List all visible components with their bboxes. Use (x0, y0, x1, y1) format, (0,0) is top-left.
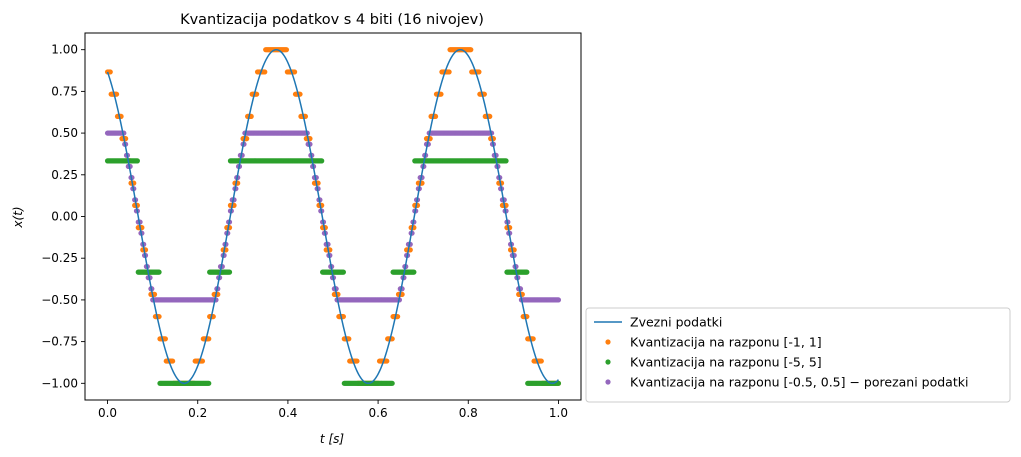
data-point (446, 69, 452, 75)
data-point (524, 269, 530, 275)
data-point (538, 358, 544, 364)
x-tick-label: 0.4 (278, 406, 297, 420)
data-point (346, 336, 352, 342)
data-point (283, 47, 290, 53)
series-points-2 (104, 158, 562, 386)
data-points (104, 47, 562, 386)
plot-area (84, 32, 582, 401)
x-axis-label: t [s] (320, 432, 344, 446)
data-point (170, 358, 176, 364)
chart-title: Kvantizacija podatkov s 4 biti (16 nivoj… (180, 12, 484, 28)
data-point (107, 69, 113, 75)
y-tick-label: 0.25 (51, 168, 78, 182)
data-point (156, 269, 162, 275)
data-point (468, 47, 474, 53)
y-tick-label: 0.00 (51, 210, 78, 224)
y-tick-label: −0.25 (41, 251, 78, 265)
data-point (432, 113, 439, 120)
y-axis: 1.00 0.75 0.50 0.25 0.00 −0.25 −0.50 −0.75 −1.00 (41, 43, 85, 390)
legend-marker-range-05 (605, 379, 611, 385)
legend-label-range-5: Kvantizacija na razponu [-5, 5] (630, 355, 822, 370)
legend-marker-range-5 (605, 359, 611, 365)
y-tick-label: 0.75 (51, 84, 78, 98)
data-point (319, 158, 325, 164)
data-point (411, 269, 417, 275)
data-point (555, 297, 562, 303)
y-tick-label: −0.50 (41, 293, 78, 307)
data-point (162, 336, 168, 342)
data-point (292, 69, 298, 75)
series-points-1 (104, 47, 562, 386)
data-point (226, 269, 233, 275)
series-points-3 (104, 130, 562, 303)
data-point (206, 336, 212, 342)
data-point (530, 336, 536, 342)
y-axis-label: x(t) (11, 206, 25, 228)
data-point (340, 269, 346, 275)
x-axis: 0.0 0.2 0.4 0.6 0.8 1.0 (98, 400, 568, 420)
data-point (476, 69, 482, 75)
data-point (113, 91, 120, 97)
x-tick-label: 1.0 (549, 406, 568, 420)
data-point (206, 380, 212, 386)
y-tick-label: 0.50 (51, 126, 78, 140)
y-tick-label: −1.00 (41, 376, 78, 390)
data-point (262, 69, 268, 75)
x-tick-label: 0.2 (188, 406, 207, 420)
data-point (199, 358, 206, 364)
data-point (503, 158, 509, 164)
legend-marker-range-1 (605, 339, 611, 345)
y-tick-label: 1.00 (51, 43, 78, 57)
legend-label-continuous: Zvezni podatki (630, 315, 722, 330)
x-tick-label: 0.6 (369, 406, 388, 420)
data-point (384, 358, 390, 364)
legend: Zvezni podatki Kvantizacija na razponu [… (585, 307, 1011, 403)
x-tick-label: 0.8 (459, 406, 478, 420)
data-point (389, 380, 395, 386)
data-point (134, 158, 140, 164)
y-tick-label: −0.75 (41, 335, 78, 349)
legend-label-range-05: Kvantizacija na razponu [-0.5, 0.5] − po… (630, 375, 968, 390)
continuous-signal-line (106, 48, 560, 385)
legend-label-range-1: Kvantizacija na razponu [-1, 1] (630, 335, 822, 350)
data-point (354, 358, 360, 364)
x-tick-label: 0.0 (98, 406, 117, 420)
legend-box (585, 307, 1011, 403)
data-point (438, 91, 444, 97)
